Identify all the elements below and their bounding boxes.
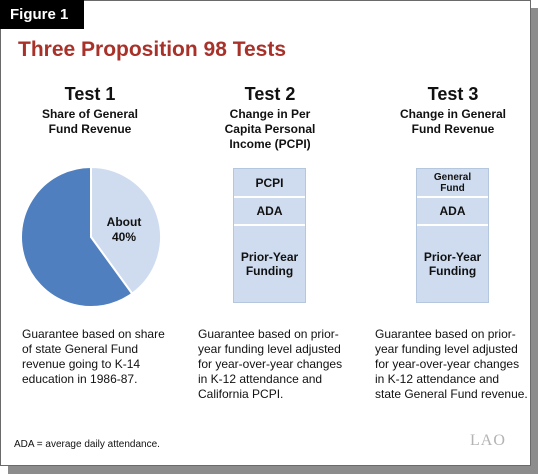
test-1-description: Guarantee based on share of state Genera… (22, 327, 182, 387)
test-1-desc-line-2: of state General Fund (22, 342, 139, 356)
test-1-subtitle-line-1: Share of General (41, 107, 139, 121)
test-2-description: Guarantee based on prior- year funding l… (198, 327, 368, 402)
test-3-description: Guarantee based on prior- year funding l… (375, 327, 535, 402)
test-3-subtitle-line-2: Fund Revenue (411, 122, 495, 136)
pie-label-line: 40% (112, 230, 136, 244)
test-2-desc-line-2: year funding level adjusted (198, 342, 341, 356)
test-3-desc-line-5: state General Fund revenue. (375, 387, 528, 401)
test-1-desc-line-4: education in 1986-87. (22, 372, 138, 386)
test-1-subtitle: Share of General Fund Revenue (10, 107, 170, 137)
test-2-desc-line-1: Guarantee based on prior- (198, 327, 339, 341)
test-2-divider-1 (234, 196, 305, 198)
test-2-subtitle: Change in Per Capita Personal Income (PC… (190, 107, 350, 152)
test-1-desc-line-3: revenue going to K-14 (22, 357, 141, 371)
test-2-desc-line-4: in K-12 attendance and (198, 372, 323, 386)
test-3-funding-stack: General Fund ADA Prior-Year Funding (416, 168, 489, 303)
test-2-block-prior-year: Prior-Year Funding (240, 250, 299, 278)
figure-title: Three Proposition 98 Tests (18, 38, 287, 61)
test-3-desc-line-2: year funding level adjusted (375, 342, 518, 356)
frame-shadow-bottom (8, 466, 538, 474)
test-2-desc-line-3: for year-over-year changes (198, 357, 343, 371)
test-2-desc-line-5: California PCPI. (198, 387, 284, 401)
test-2-block-ada: ADA (256, 204, 283, 218)
test-3-block-ada: ADA (439, 204, 466, 218)
test-2-block-pcpi: PCPI (255, 175, 284, 190)
test-2-divider-2 (234, 224, 305, 226)
test-2-heading: Test 2 (244, 84, 296, 104)
test-3-desc-line-4: in K-12 attendance and (375, 372, 500, 386)
pie-label-line: About (107, 215, 142, 229)
test-1-pie-chart: About 40% (20, 166, 162, 308)
test-3-divider-2 (417, 224, 488, 226)
test-3-desc-line-3: for year-over-year changes (375, 357, 520, 371)
figure-label: Figure 1 (0, 0, 84, 29)
test-3-divider-1 (417, 196, 488, 198)
frame-shadow-right (531, 8, 538, 474)
pie-slice-label: About 40% (107, 215, 142, 244)
test-3-block-prior-year: Prior-Year Funding (423, 250, 482, 278)
test-2-subtitle-line-2: Capita Personal (224, 122, 316, 136)
lao-logo: LAO (470, 432, 506, 449)
test-1-desc-line-1: Guarantee based on share (22, 327, 165, 341)
test-3-block-general-fund: General Fund (433, 171, 472, 194)
test-2-subtitle-line-1: Change in Per (229, 107, 311, 121)
test-2-funding-stack: PCPI ADA Prior-Year Funding (233, 168, 306, 303)
footnote: ADA = average daily attendance. (14, 439, 160, 450)
test-2-subtitle-line-3: Income (PCPI) (229, 137, 311, 151)
test-3-subtitle: Change in General Fund Revenue (373, 107, 533, 137)
test-3-desc-line-1: Guarantee based on prior- (375, 327, 516, 341)
test-1-subtitle-line-2: Fund Revenue (48, 122, 132, 136)
test-3-heading: Test 3 (427, 84, 479, 104)
test-1-heading: Test 1 (64, 84, 116, 104)
pie-slice-about-40 (90, 166, 162, 296)
test-3-subtitle-line-1: Change in General (399, 107, 507, 121)
pie-slice-remaining (20, 166, 134, 308)
